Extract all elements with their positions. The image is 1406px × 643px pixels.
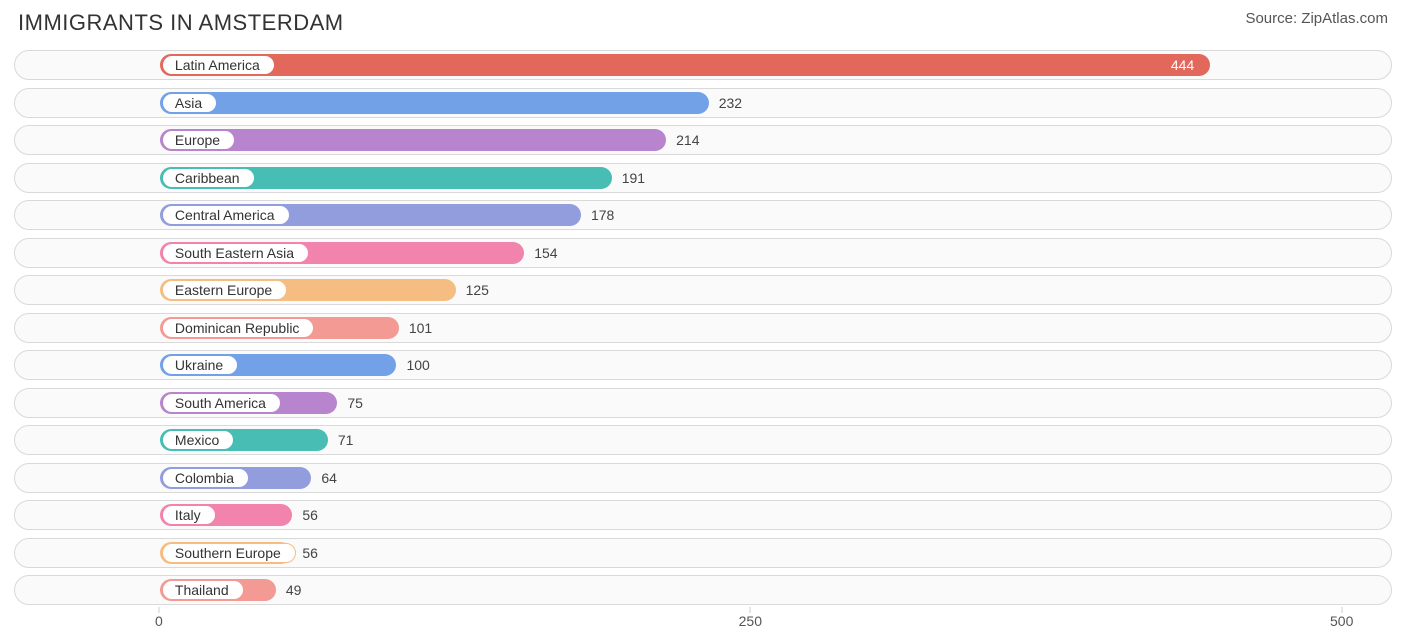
bar-value-label: 100 xyxy=(406,351,429,379)
bar-value-label: 56 xyxy=(302,539,318,567)
bar-category-label: Colombia xyxy=(162,468,249,488)
bar-value-label: 178 xyxy=(591,201,614,229)
bar-track: Southern Europe 56 xyxy=(14,538,1392,568)
bar-value-label: 125 xyxy=(466,276,489,304)
bar-value-label: 214 xyxy=(676,126,699,154)
axis-tick-label: 250 xyxy=(739,613,762,629)
bar-category-label: South Eastern Asia xyxy=(162,243,309,263)
bar-value-label: 49 xyxy=(286,576,302,604)
bar-value-label: 444 xyxy=(1171,51,1208,79)
bar-track: Eastern Europe 125 xyxy=(14,275,1392,305)
x-axis: 0 250 500 xyxy=(14,613,1392,641)
bar-category-label: Mexico xyxy=(162,430,234,450)
bar-fill xyxy=(160,54,1210,76)
bar-category-label: Dominican Republic xyxy=(162,318,315,338)
bar-value-label: 71 xyxy=(338,426,354,454)
chart-container: IMMIGRANTS IN AMSTERDAM Source: ZipAtlas… xyxy=(0,0,1406,643)
bar-value-label: 56 xyxy=(302,501,318,529)
bar-category-label: Eastern Europe xyxy=(162,280,287,300)
bar-value-label: 232 xyxy=(719,89,742,117)
bar-track: Mexico 71 xyxy=(14,425,1392,455)
bar-value-label: 75 xyxy=(347,389,363,417)
bar-category-label: Latin America xyxy=(162,55,275,75)
plot-area: Latin America 444 Asia 232 Europe 214 Caribbea… xyxy=(14,50,1392,605)
bar-value-label: 101 xyxy=(409,314,432,342)
bar-track: Caribbean 191 xyxy=(14,163,1392,193)
bar-track: South America 75 xyxy=(14,388,1392,418)
bar-category-label: Italy xyxy=(162,505,216,525)
bar-track: Colombia 64 xyxy=(14,463,1392,493)
bar-track: Italy 56 xyxy=(14,500,1392,530)
bar-category-label: South America xyxy=(162,393,281,413)
axis-tick-label: 500 xyxy=(1330,613,1353,629)
chart-source: Source: ZipAtlas.com xyxy=(1245,10,1388,27)
bar-category-label: Europe xyxy=(162,130,235,150)
bar-category-label: Thailand xyxy=(162,580,244,600)
bar-track: Europe 214 xyxy=(14,125,1392,155)
bar-value-label: 191 xyxy=(622,164,645,192)
chart-header: IMMIGRANTS IN AMSTERDAM Source: ZipAtlas… xyxy=(14,10,1392,36)
bar-category-label: Caribbean xyxy=(162,168,255,188)
bar-track: Latin America 444 xyxy=(14,50,1392,80)
bar-category-label: Asia xyxy=(162,93,217,113)
bar-value-label: 64 xyxy=(321,464,337,492)
bar-fill xyxy=(160,129,666,151)
bar-track: Thailand 49 xyxy=(14,575,1392,605)
bar-category-label: Central America xyxy=(162,205,290,225)
bar-track: Asia 232 xyxy=(14,88,1392,118)
bar-value-label: 154 xyxy=(534,239,557,267)
bar-track: South Eastern Asia 154 xyxy=(14,238,1392,268)
bar-track: Central America 178 xyxy=(14,200,1392,230)
bar-category-label: Ukraine xyxy=(162,355,238,375)
bar-category-label: Southern Europe xyxy=(162,543,296,563)
axis-tick-label: 0 xyxy=(155,613,163,629)
bar-track: Dominican Republic 101 xyxy=(14,313,1392,343)
chart-title: IMMIGRANTS IN AMSTERDAM xyxy=(18,10,344,36)
bar-track: Ukraine 100 xyxy=(14,350,1392,380)
bar-fill xyxy=(160,92,709,114)
